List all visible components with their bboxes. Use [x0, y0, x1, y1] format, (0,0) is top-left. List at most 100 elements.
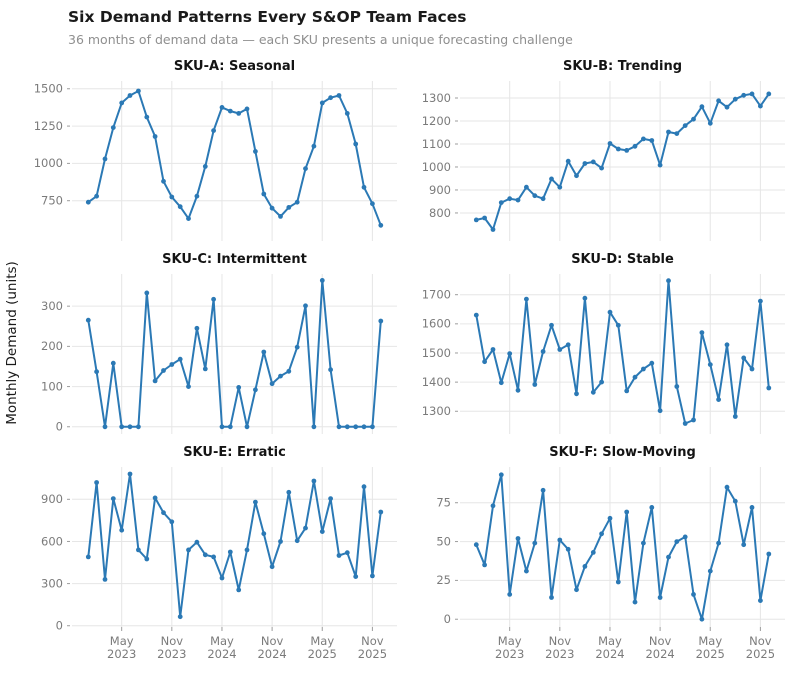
panel-title: SKU-B: Trending [562, 59, 683, 74]
y-axis-tick-labels: 750 1000 1250 1500 [34, 82, 70, 208]
panel-sku-b-trending: SKU-B: Trending 800 900 1000 1100 1200 1300 [412, 55, 795, 246]
demand-line [475, 473, 770, 621]
demand-line [475, 279, 770, 425]
data-points [85, 88, 384, 228]
svg-text:25: 25 [436, 573, 451, 587]
data-points [85, 471, 384, 620]
svg-text:1500: 1500 [422, 346, 451, 360]
panel-sku-e-erratic: SKU-E: Erratic 0 300 600 900 May 2023 Nov 2023 M… [24, 441, 407, 669]
svg-text:100: 100 [41, 379, 63, 393]
gridlines [72, 467, 397, 627]
gridlines [460, 81, 785, 241]
y-axis-tick-labels: 0 100 200 300 [41, 299, 70, 434]
svg-text:May: May [210, 634, 234, 648]
y-axis-tick-labels: 0 300 600 900 [41, 492, 70, 633]
panel-title: SKU-F: Slow-Moving [549, 445, 696, 460]
plot-sku-f: 0255075May2023Nov2023May2024Nov2024May20… [436, 467, 785, 661]
svg-text:2024: 2024 [645, 647, 674, 661]
svg-text:900: 900 [429, 183, 451, 197]
svg-text:May: May [698, 634, 722, 648]
x-axis-tick-labels: May2023Nov2023May2024Nov2024May2025Nov20… [107, 627, 387, 661]
svg-text:2025: 2025 [746, 647, 775, 661]
svg-text:Nov: Nov [261, 634, 284, 648]
panel-sku-d-stable: SKU-D: Stable 1300 1400 1500 1600 1700 [412, 248, 795, 439]
chart-title: Six Demand Patterns Every S&OP Team Face… [68, 8, 467, 26]
panel-title: SKU-D: Stable [571, 252, 674, 267]
svg-text:May: May [110, 634, 134, 648]
svg-text:2025: 2025 [308, 647, 337, 661]
plot-sku-a: 750 1000 1250 1500 [34, 81, 397, 241]
data-points [85, 278, 384, 430]
svg-text:1000: 1000 [422, 160, 451, 174]
svg-text:0: 0 [444, 612, 451, 626]
svg-text:750: 750 [41, 194, 63, 208]
svg-text:2023: 2023 [495, 647, 524, 661]
header: Six Demand Patterns Every S&OP Team Face… [0, 6, 800, 49]
svg-text:1500: 1500 [34, 82, 63, 96]
svg-text:600: 600 [41, 534, 63, 548]
svg-text:2023: 2023 [157, 647, 186, 661]
demand-line [87, 90, 382, 227]
svg-text:1400: 1400 [422, 375, 451, 389]
svg-text:900: 900 [41, 492, 63, 506]
plot-sku-c: 0 100 200 300 [41, 274, 397, 434]
svg-text:2024: 2024 [257, 647, 286, 661]
svg-text:1100: 1100 [422, 137, 451, 151]
svg-text:2025: 2025 [358, 647, 387, 661]
y-axis-label: Monthly Demand (units) [4, 261, 20, 425]
plot-sku-b: 800 900 1000 1100 1200 1300 [422, 81, 785, 241]
y-axis-tick-labels: 0 25 50 75 [436, 496, 458, 626]
y-axis-tick-labels: 1300 1400 1500 1600 1700 [422, 287, 458, 418]
plot-sku-e: 0300600900May2023Nov2023May2024Nov2024Ma… [41, 467, 397, 661]
svg-text:May: May [498, 634, 522, 648]
svg-text:Nov: Nov [749, 634, 772, 648]
panel-sku-a-seasonal: SKU-A: Seasonal 750 1000 1250 1500 [24, 55, 407, 246]
demand-line [87, 473, 382, 618]
panel-grid: SKU-A: Seasonal 750 1000 1250 1500 SKU-B: T… [24, 55, 800, 671]
panel-sku-f-slow-moving: SKU-F: Slow-Moving 0 25 50 75 May 2023 Nov 2023… [412, 441, 795, 669]
svg-text:Nov: Nov [549, 634, 572, 648]
svg-text:2023: 2023 [545, 647, 574, 661]
svg-text:300: 300 [41, 299, 63, 313]
svg-text:2025: 2025 [696, 647, 725, 661]
svg-text:2024: 2024 [595, 647, 624, 661]
svg-text:1300: 1300 [422, 404, 451, 418]
svg-text:Nov: Nov [361, 634, 384, 648]
panel-sku-c-intermittent: SKU-C: Intermittent 0 100 200 300 [24, 248, 407, 439]
y-axis-label-wrap: Monthly Demand (units) [0, 55, 24, 631]
charts-area: Monthly Demand (units) SKU-A: Seasonal 7… [0, 55, 800, 671]
y-axis-tick-labels: 800 900 1000 1100 1200 1300 [422, 91, 458, 220]
x-axis-tick-labels: May2023Nov2023May2024Nov2024May2025Nov20… [495, 627, 775, 661]
panel-title: SKU-A: Seasonal [173, 59, 296, 74]
demand-line [475, 92, 770, 231]
svg-text:2024: 2024 [207, 647, 236, 661]
svg-text:1000: 1000 [34, 156, 63, 170]
plot-sku-d: 1300 1400 1500 1600 1700 [422, 274, 785, 434]
svg-text:0: 0 [56, 420, 63, 434]
svg-text:75: 75 [436, 496, 451, 510]
svg-text:1600: 1600 [422, 317, 451, 331]
svg-text:1200: 1200 [422, 114, 451, 128]
svg-text:50: 50 [436, 534, 451, 548]
svg-text:1700: 1700 [422, 287, 451, 301]
svg-text:Nov: Nov [161, 634, 184, 648]
svg-text:300: 300 [41, 576, 63, 590]
svg-text:0: 0 [56, 619, 63, 633]
svg-text:May: May [310, 634, 334, 648]
svg-text:1250: 1250 [34, 119, 63, 133]
svg-text:1300: 1300 [422, 91, 451, 105]
svg-text:800: 800 [429, 206, 451, 220]
chart-subtitle: 36 months of demand data — each SKU pres… [68, 32, 573, 47]
demand-line [87, 279, 382, 428]
gridlines [72, 81, 397, 241]
svg-text:200: 200 [41, 339, 63, 353]
data-points [473, 472, 772, 622]
panel-title: SKU-E: Erratic [183, 445, 286, 460]
data-points [473, 91, 772, 232]
svg-text:May: May [598, 634, 622, 648]
data-points [473, 278, 772, 426]
svg-text:Nov: Nov [649, 634, 672, 648]
svg-text:2023: 2023 [107, 647, 136, 661]
panel-title: SKU-C: Intermittent [162, 252, 307, 267]
